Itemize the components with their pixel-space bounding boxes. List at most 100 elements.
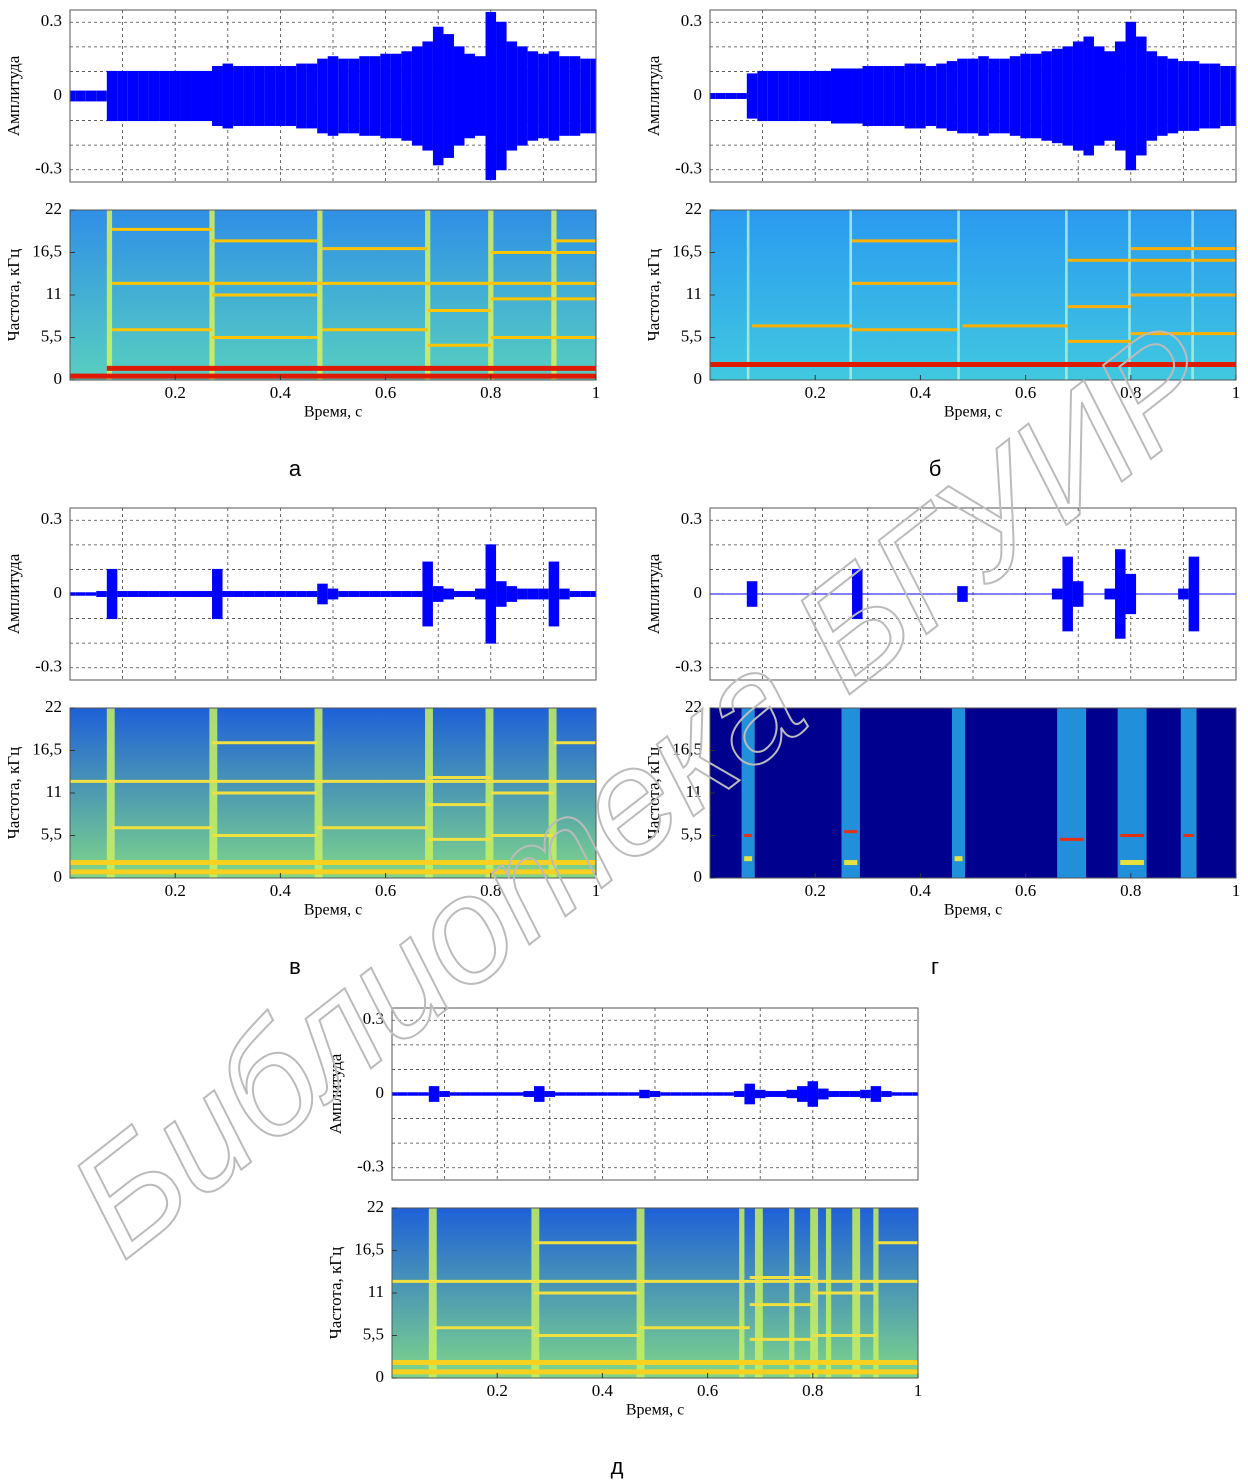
waveform-envelope — [1041, 51, 1052, 141]
waveform-envelope — [548, 561, 560, 627]
y-axis-label: Амплитуда — [4, 55, 23, 136]
waveform-envelope — [475, 588, 486, 600]
spectral-event — [314, 708, 323, 878]
spectral-event — [485, 708, 494, 878]
y-tick-label: 22 — [45, 697, 62, 716]
y-tick-label: 0 — [694, 867, 703, 886]
x-tick-label: 1 — [592, 881, 601, 900]
x-axis-label: Время, с — [626, 1402, 684, 1419]
waveform-envelope — [369, 591, 381, 597]
spectral-event — [746, 210, 750, 380]
waveform-envelope — [317, 58, 328, 134]
waveform-envelope — [1220, 593, 1231, 595]
waveform-envelope — [470, 1092, 482, 1096]
waveform-envelope — [1125, 573, 1137, 615]
waveform-envelope — [746, 581, 758, 607]
x-tick-label: 0.6 — [1015, 881, 1036, 900]
waveform-envelope — [628, 1092, 640, 1096]
waveform-envelope — [1115, 41, 1126, 151]
y-tick-label: 16,5 — [32, 739, 62, 758]
waveform-envelope — [841, 68, 853, 124]
waveform-envelope — [485, 544, 497, 644]
waveform-envelope — [915, 63, 926, 129]
y-tick-label: -0.3 — [675, 657, 702, 676]
waveform-envelope — [117, 70, 128, 122]
waveform-envelope — [1209, 63, 1221, 129]
spectral-event — [428, 1208, 437, 1378]
spectral-event — [841, 708, 860, 878]
spectral-event — [789, 1208, 795, 1378]
waveform-envelope — [390, 53, 402, 139]
waveform-envelope — [1115, 549, 1126, 639]
waveform-envelope — [1230, 593, 1236, 595]
waveform-envelope — [348, 58, 360, 134]
waveform-envelope — [432, 26, 444, 166]
waveform-envelope — [380, 591, 391, 597]
waveform-envelope — [264, 591, 276, 597]
waveform-envelope — [1188, 556, 1200, 632]
waveform-envelope — [306, 591, 318, 597]
y-tick-label: 0 — [54, 583, 63, 602]
y-axis-label: Частота, кГц — [4, 747, 23, 840]
waveform-envelope — [580, 591, 591, 597]
waveform-envelope — [523, 1091, 535, 1097]
waveform-envelope — [891, 1092, 903, 1096]
waveform-envelope — [148, 70, 160, 122]
waveform-envelope — [767, 593, 779, 595]
waveform-envelope — [912, 1092, 918, 1096]
waveform-envelope — [862, 593, 874, 595]
waveform-envelope — [946, 61, 958, 131]
waveform-envelope — [538, 53, 549, 139]
y-tick-label: 0 — [54, 369, 63, 388]
waveform-envelope — [649, 1091, 661, 1097]
waveform-envelope — [401, 591, 412, 597]
waveform-envelope — [1020, 53, 1031, 139]
waveform-envelope — [902, 1092, 913, 1096]
y-tick-label: 0 — [694, 85, 703, 104]
waveform-envelope — [754, 1089, 766, 1099]
waveform-envelope — [559, 56, 570, 136]
waveform-envelope — [580, 58, 591, 134]
x-tick-label: 1 — [592, 383, 601, 402]
y-tick-label: -0.3 — [675, 159, 702, 178]
y-tick-label: 16,5 — [354, 1239, 384, 1258]
x-tick-label: 0.4 — [270, 383, 292, 402]
y-tick-label: 5,5 — [363, 1324, 384, 1343]
waveform-envelope — [464, 53, 476, 139]
waveform-envelope — [233, 591, 244, 597]
waveform-envelope — [418, 1092, 429, 1096]
waveform-envelope — [1136, 593, 1147, 595]
spectral-event — [488, 210, 494, 380]
waveform-envelope — [527, 51, 539, 141]
waveform-envelope — [96, 90, 107, 102]
waveform-envelope — [460, 1092, 471, 1096]
waveform-envelope — [1178, 61, 1189, 131]
waveform-envelope — [1020, 593, 1031, 595]
waveform-envelope — [797, 1086, 808, 1102]
waveform-envelope — [275, 591, 286, 597]
spectral-event — [317, 210, 323, 380]
waveform-envelope — [881, 1091, 892, 1097]
y-axis-label: Частота, кГц — [644, 249, 663, 342]
waveform-envelope — [757, 70, 768, 122]
waveform-envelope — [243, 66, 255, 126]
waveform-envelope — [894, 593, 905, 595]
waveform-envelope — [222, 63, 234, 129]
waveform-envelope — [296, 63, 307, 129]
waveform-envelope — [873, 66, 884, 126]
waveform-envelope — [586, 1092, 598, 1096]
waveform-envelope — [862, 66, 874, 126]
waveform-envelope — [670, 1092, 682, 1096]
waveform-envelope — [285, 591, 297, 597]
waveform-envelope — [778, 593, 789, 595]
waveform-envelope — [715, 93, 726, 99]
waveform-envelope — [1051, 48, 1063, 144]
y-tick-label: 0 — [54, 867, 63, 886]
y-tick-label: 5,5 — [681, 824, 702, 843]
waveform-envelope — [925, 66, 937, 126]
waveform-envelope — [830, 68, 842, 124]
spectral-event — [551, 210, 557, 380]
x-axis-label: Время, с — [304, 404, 362, 421]
y-tick-label: 0.3 — [41, 509, 62, 528]
y-tick-label: 0.3 — [41, 11, 62, 30]
